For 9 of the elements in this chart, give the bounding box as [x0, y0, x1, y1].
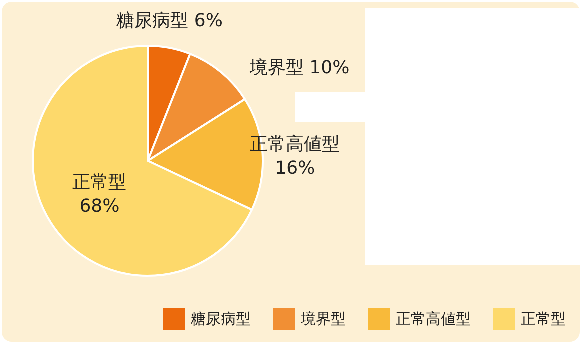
category-label: 糖尿病型 6% [116, 10, 223, 32]
data-label: 16% [275, 158, 316, 180]
data-label: 68% [80, 196, 120, 218]
category-label: 境界型 10% [250, 58, 350, 79]
legend-label: 正常型 [521, 310, 566, 328]
slice-label: 正常型 [72, 172, 127, 194]
legend-label: 正常高値型 [396, 310, 471, 328]
legend-label: 糖尿病型 [191, 310, 251, 328]
legend-label: 境界型 [301, 310, 346, 328]
